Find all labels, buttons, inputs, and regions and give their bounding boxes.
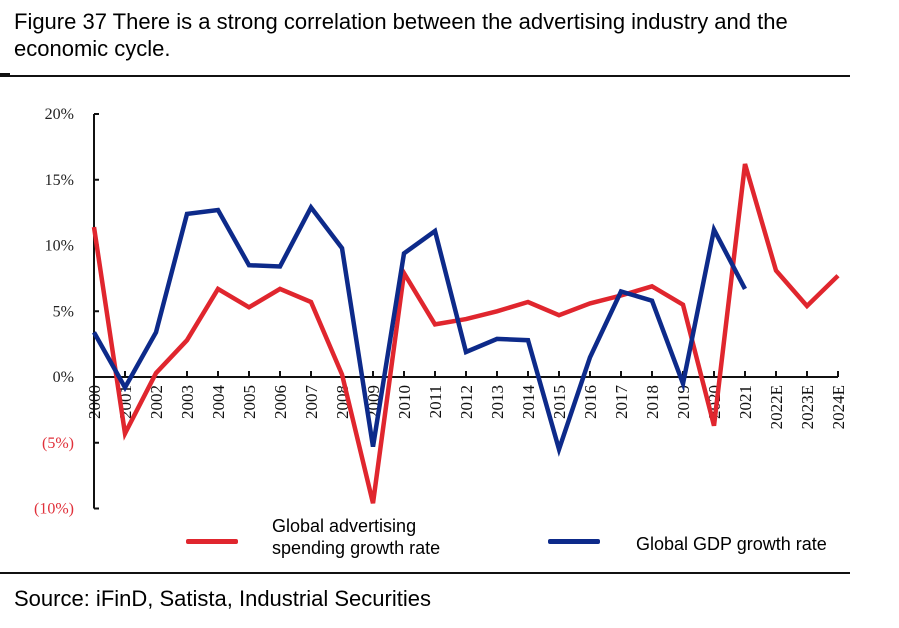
x-tick-label: 2017 xyxy=(612,385,631,420)
legend-label-advertising-line1: Global advertising xyxy=(272,516,417,536)
y-tick-label: 15% xyxy=(45,172,74,189)
x-tick-label: 2011 xyxy=(426,385,445,418)
source-note: Source: iFinD, Satista, Industrial Secur… xyxy=(14,586,431,611)
legend-label-advertising-line2: spending growth rate xyxy=(272,538,441,558)
x-tick-label: 2018 xyxy=(643,385,662,419)
x-tick-label: 2012 xyxy=(457,385,476,419)
x-tick-label: 2023E xyxy=(798,385,817,429)
x-tick-label: 2007 xyxy=(302,385,321,420)
legend-label-advertising: Global advertising spending growth rate xyxy=(272,515,440,559)
figure-title: Figure 37 There is a strong correlation … xyxy=(14,9,788,61)
legend: Global advertising spending growth rate … xyxy=(0,515,899,565)
x-tick-label: 2024E xyxy=(829,385,848,429)
y-tick-label: 20% xyxy=(45,106,74,123)
y-tick-label: (10%) xyxy=(34,501,74,518)
x-tick-label: 2016 xyxy=(581,385,600,419)
legend-swatch-gdp xyxy=(548,539,600,544)
x-tick-label: 2006 xyxy=(271,385,290,419)
title-divider xyxy=(0,75,850,77)
x-tick-label: 2015 xyxy=(550,385,569,419)
x-tick-label: 2014 xyxy=(519,385,538,420)
x-tick-label: 2010 xyxy=(395,385,414,419)
x-tick-labels: 2000 2001 2002 2003 2004 2005 2006 2007 2008 2009… xyxy=(85,385,848,430)
series-lines xyxy=(91,163,840,504)
y-tick-label: 5% xyxy=(53,303,74,320)
x-tick-label: 2000 xyxy=(85,385,104,419)
x-tick-label: 2021 xyxy=(736,385,755,419)
x-tick-label: 2003 xyxy=(178,385,197,419)
x-tick-label: 2022E xyxy=(767,385,786,429)
x-tick-label: 2013 xyxy=(488,385,507,419)
y-tick-label: 10% xyxy=(45,238,74,255)
series-line-gdp xyxy=(92,203,747,457)
y-tick-labels: 20% 15% 10% 5% 0% (5%) (10%) xyxy=(34,106,74,518)
y-tick-label: (5%) xyxy=(42,435,74,452)
x-tick-label: 2004 xyxy=(209,385,228,420)
line-chart: 20%15%10%5%0%(5%)(10%) 2000 2001 2002 2003 2… xyxy=(34,106,848,518)
title-divider-mark xyxy=(0,73,10,77)
x-tick-label: 2005 xyxy=(240,385,259,419)
x-tick-label: 2019 xyxy=(674,385,693,419)
legend-swatch-advertising xyxy=(186,539,238,544)
y-tick-label: 0% xyxy=(53,369,74,386)
series-line-advertising xyxy=(91,163,840,504)
source-divider xyxy=(0,572,850,574)
x-tick-label: 2002 xyxy=(147,385,166,419)
legend-label-gdp: Global GDP growth rate xyxy=(636,534,827,554)
